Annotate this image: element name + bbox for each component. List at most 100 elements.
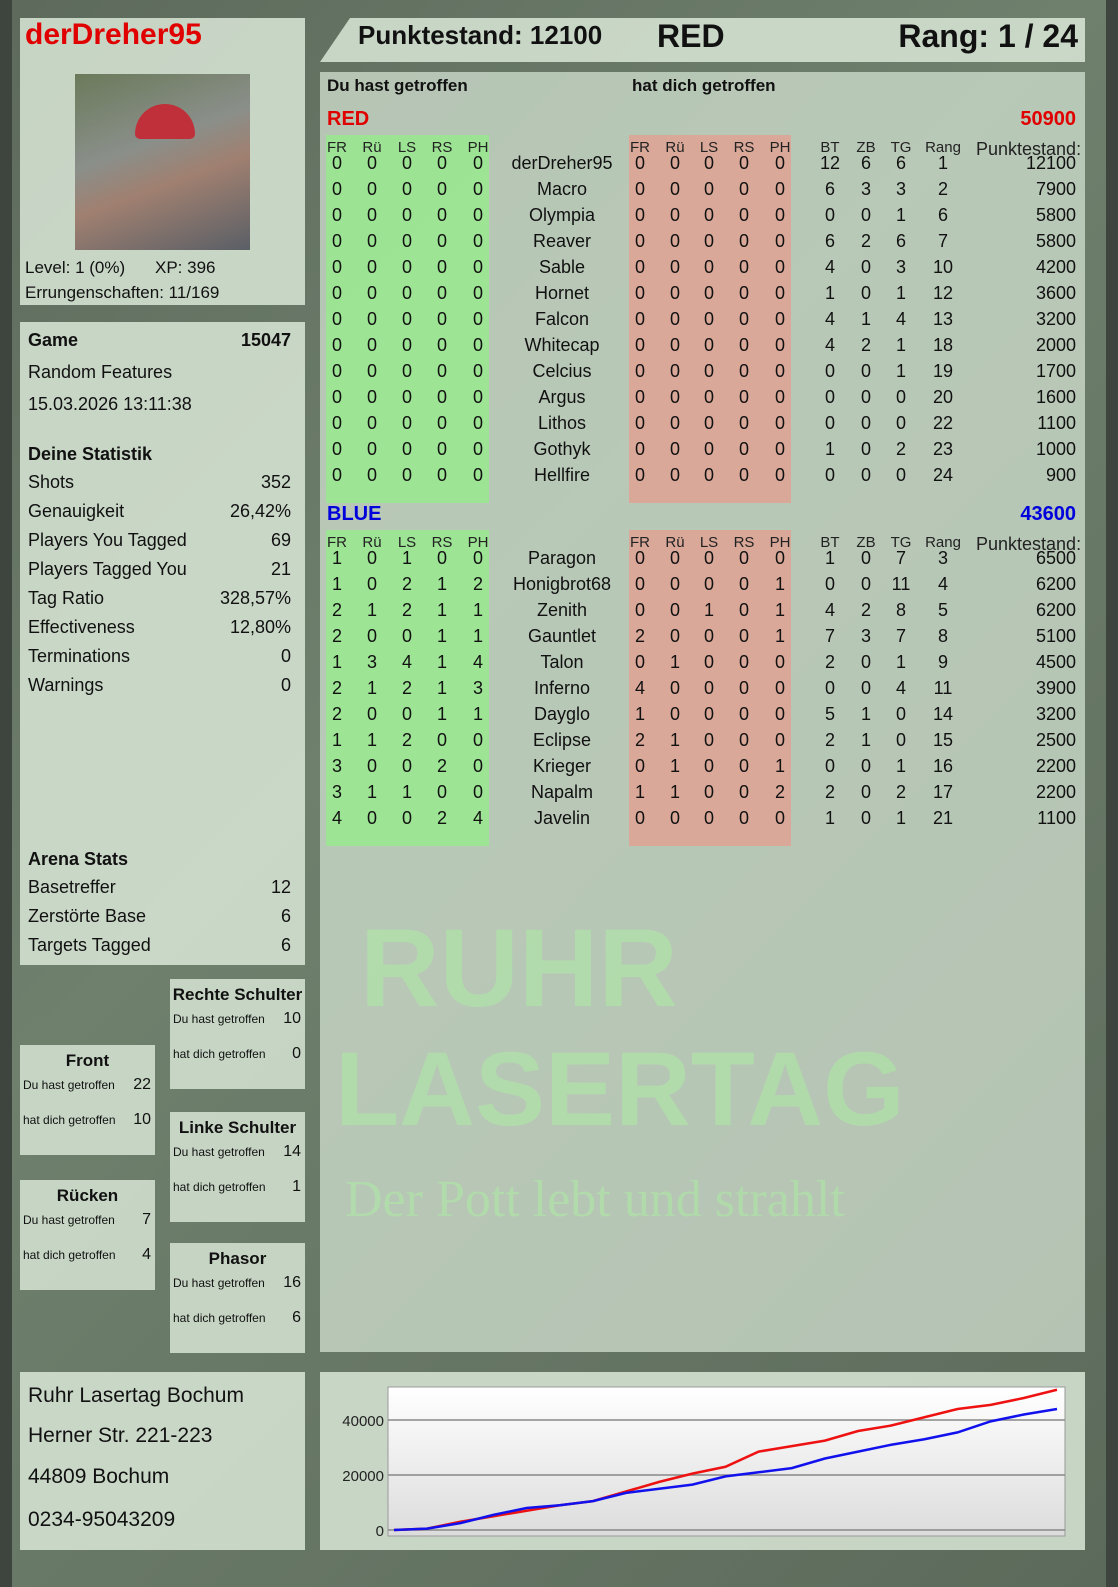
- hit-you-cell: 0: [774, 548, 785, 568]
- helmet-icon: [135, 104, 195, 139]
- you-hit-cell: 0: [472, 413, 483, 433]
- hit-you-cell: 0: [669, 231, 680, 251]
- stat-label: Players You Tagged: [28, 530, 187, 550]
- stat-cell: 1: [895, 361, 906, 381]
- hit-you-cell: 0: [669, 257, 680, 277]
- hit-you-cell: 0: [738, 309, 749, 329]
- you-hit-cell: 0: [436, 335, 447, 355]
- hit-you-cell: 0: [669, 439, 680, 459]
- zone-hit-label: Du hast getroffen: [173, 1012, 265, 1026]
- you-hit-cell: 0: [401, 756, 412, 776]
- hit-you-cell: 0: [669, 600, 680, 620]
- stat-cell: 1: [824, 548, 835, 568]
- hit-you-cell: 0: [774, 808, 785, 828]
- hit-you-cell: 0: [634, 283, 645, 303]
- hit-you-cell: 0: [703, 548, 714, 568]
- stat-cell: 0: [895, 465, 906, 485]
- player-name: Argus: [538, 387, 586, 407]
- you-hit-cell: 4: [331, 808, 342, 828]
- hit-you-cell: 0: [669, 704, 680, 724]
- hit-you-cell: 1: [774, 574, 785, 594]
- col-header: PH: [769, 534, 791, 551]
- stat-cell: 6: [824, 231, 835, 251]
- zone-got-label: hat dich getroffen: [173, 1047, 266, 1061]
- you-hit-cell: 0: [472, 387, 483, 407]
- score-cell: 1100: [1037, 808, 1076, 828]
- hit-you-cell: 0: [703, 465, 714, 485]
- hit-you-cell: 0: [634, 465, 645, 485]
- zone-hit-value: 7: [142, 1211, 151, 1228]
- you-hit-cell: 0: [366, 387, 377, 407]
- stat-cell: 6: [860, 153, 871, 173]
- zone-hit-value: 10: [283, 1010, 301, 1027]
- game-datetime: 15.03.2026 13:11:38: [28, 394, 192, 414]
- arena-value: 6: [280, 935, 291, 955]
- score-cell: 7900: [1035, 179, 1076, 199]
- zone-phasor: Phasor Du hast getroffen 16 hat dich getr…: [170, 1243, 305, 1353]
- stat-cell: 2: [937, 179, 948, 199]
- hit-you-cell: 0: [738, 335, 749, 355]
- stat-cell: 8: [895, 600, 906, 620]
- hit-you-cell: 0: [738, 756, 749, 776]
- hit-you-cell: 0: [669, 548, 680, 568]
- y-tick-label: 40000: [342, 1413, 384, 1430]
- you-hit-cell: 0: [436, 782, 447, 802]
- you-hit-cell: 1: [401, 548, 412, 568]
- you-hit-cell: 0: [472, 756, 483, 776]
- col-header: Rü: [665, 139, 685, 156]
- player-name: Sable: [538, 257, 586, 277]
- stat-cell: 0: [860, 548, 871, 568]
- header-team: RED: [657, 18, 725, 54]
- hit-you-cell: 0: [634, 205, 645, 225]
- stat-cell: 4: [824, 600, 835, 620]
- col-header: ZB: [856, 139, 876, 156]
- stat-cell: 15: [932, 730, 954, 750]
- header-score: Punktestand: 12100: [358, 20, 603, 50]
- hit-you-cell: 0: [774, 439, 785, 459]
- xp: XP: 396: [155, 258, 216, 277]
- col-header: LS: [397, 139, 417, 156]
- stat-cell: 0: [860, 808, 871, 828]
- stat-cell: 1: [895, 335, 906, 355]
- hit-you-cell: 0: [738, 439, 749, 459]
- stat-cell: 0: [860, 257, 871, 277]
- col-header: LS: [699, 139, 719, 156]
- you-hit-cell: 2: [472, 574, 483, 594]
- you-hit-heading: Du hast getroffen: [327, 76, 468, 95]
- you-hit-cell: 2: [401, 600, 412, 620]
- player-name: Gauntlet: [527, 626, 597, 646]
- stat-cell: 20: [932, 387, 954, 407]
- hit-you-cell: 0: [738, 730, 749, 750]
- you-hit-cell: 2: [436, 756, 447, 776]
- hit-you-cell: 0: [738, 257, 749, 277]
- you-hit-cell: 0: [472, 361, 483, 381]
- you-hit-cell: 0: [331, 205, 342, 225]
- stat-cell: 0: [860, 413, 871, 433]
- stat-cell: 0: [895, 704, 906, 724]
- you-hit-cell: 1: [331, 730, 342, 750]
- col-header: Rang: [925, 534, 961, 551]
- col-header: Rang: [925, 139, 961, 156]
- score-cell: 3900: [1035, 678, 1076, 698]
- you-hit-cell: 0: [331, 231, 342, 251]
- stat-label: Tag Ratio: [28, 588, 105, 608]
- arena-value: 12: [270, 877, 291, 897]
- stat-cell: 0: [824, 413, 835, 433]
- hit-you-cell: 0: [703, 626, 714, 646]
- score-cell: 1600: [1035, 387, 1076, 407]
- zone-got-value: 0: [292, 1045, 301, 1062]
- hit-you-cell: 0: [738, 179, 749, 199]
- you-hit-cell: 0: [401, 704, 412, 724]
- player-name: Eclipse: [532, 730, 592, 750]
- stat-cell: 12: [932, 283, 954, 303]
- you-hit-cell: 0: [472, 153, 483, 173]
- hit-you-cell: 0: [634, 309, 645, 329]
- player-name: Macro: [536, 179, 587, 199]
- stat-cell: 10: [932, 257, 954, 277]
- venue-name: Ruhr Lasertag Bochum: [28, 1384, 244, 1407]
- player-name: Hellfire: [533, 465, 590, 485]
- stat-label: Effectiveness: [28, 617, 135, 637]
- hit-you-cell: 1: [774, 626, 785, 646]
- stat-cell: 14: [932, 704, 954, 724]
- you-hit-cell: 1: [401, 782, 412, 802]
